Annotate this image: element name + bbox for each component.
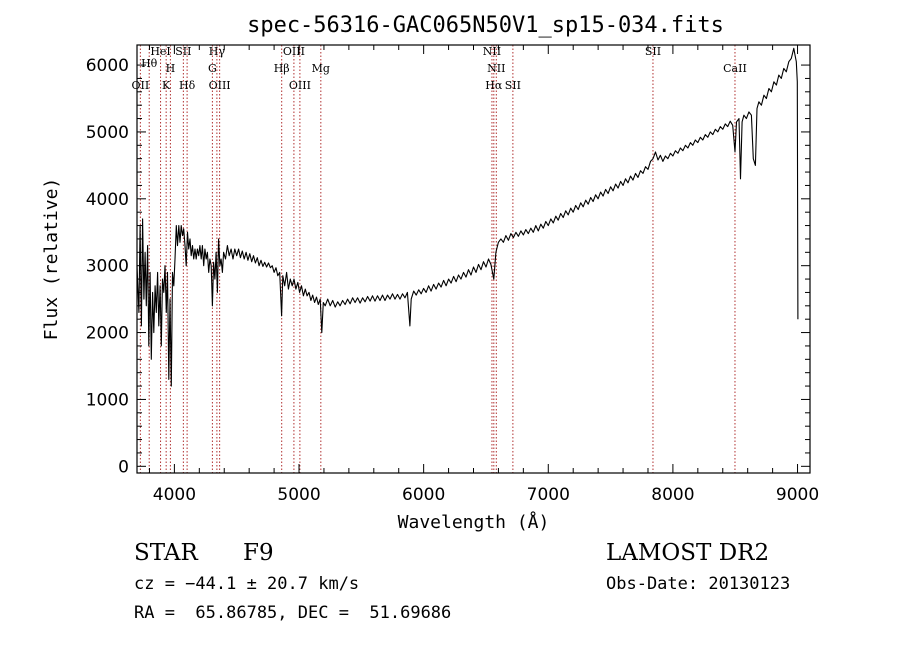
x-tick-label: 4000: [153, 485, 196, 505]
object-class: STAR: [134, 540, 198, 566]
x-tick-label: 8000: [651, 485, 694, 505]
line-label: HeI: [150, 45, 170, 58]
x-axis-label: Wavelength (Å): [398, 511, 550, 533]
line-label: SII: [175, 45, 191, 58]
y-tick-label: 1000: [86, 390, 129, 410]
x-tick-label: 7000: [527, 485, 570, 505]
spectrum-chart: spec-56316-GAC065N50V1_sp15-034.fits OII H…: [41, 13, 819, 533]
line-label: Mg: [312, 62, 330, 75]
line-label: G: [208, 62, 217, 75]
spectrum-line: [136, 47, 799, 387]
coordinates-text: RA = 65.86785, DEC = 51.69686: [134, 603, 452, 623]
line-label: OIII: [283, 45, 305, 58]
object-subclass: F9: [243, 540, 274, 566]
y-tick-label: 4000: [86, 190, 129, 210]
x-tick-label: 5000: [277, 485, 320, 505]
line-label: CaII: [723, 62, 747, 75]
line-label: Hγ: [209, 45, 226, 58]
redshift-text: cz = −44.1 ± 20.7 km/s: [134, 574, 360, 594]
y-tick-label: 6000: [86, 56, 129, 76]
survey-name: LAMOST DR2: [606, 540, 770, 566]
y-tick-label: 5000: [86, 123, 129, 143]
line-label: NII: [487, 62, 505, 75]
obs-date: Obs-Date: 20130123: [606, 574, 791, 594]
chart-title: spec-56316-GAC065N50V1_sp15-034.fits: [247, 13, 724, 38]
line-label: Hθ: [141, 57, 158, 70]
line-label: SII: [645, 45, 661, 58]
line-label: OIII: [289, 79, 311, 92]
y-tick-label: 2000: [86, 324, 129, 344]
y-tick-label: 3000: [86, 257, 129, 277]
line-label: K: [162, 79, 171, 92]
line-label: SII: [505, 79, 521, 92]
line-label: H: [166, 62, 176, 75]
line-label: OII: [132, 79, 150, 92]
x-tick-label: 9000: [776, 485, 819, 505]
plot-frame: [136, 44, 811, 474]
line-label: Hδ: [179, 79, 196, 92]
line-label: Hβ: [274, 62, 290, 75]
line-label: OIII: [209, 79, 231, 92]
x-tick-label: 6000: [402, 485, 445, 505]
y-tick-label: 0: [118, 457, 129, 477]
line-label: Hα: [485, 79, 503, 92]
y-axis-label: Flux (relative): [41, 178, 62, 341]
line-label: NII: [483, 45, 501, 58]
